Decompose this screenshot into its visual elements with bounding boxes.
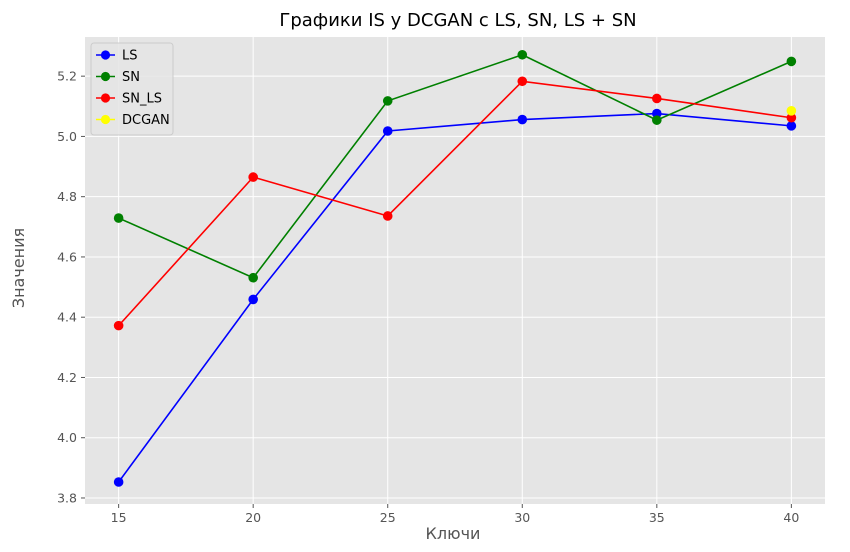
y-tick-label: 4.2 — [57, 370, 77, 385]
legend-label: DCGAN — [122, 113, 170, 128]
data-point-sn — [786, 56, 797, 67]
legend-item: LS — [96, 49, 138, 64]
data-point-ls — [248, 294, 258, 305]
data-point-sn — [382, 96, 393, 106]
series-dcgan — [786, 106, 797, 116]
legend-box — [90, 42, 174, 136]
data-point-ls — [652, 108, 662, 119]
series-layer — [113, 49, 797, 487]
y-tick-label: 4.6 — [57, 249, 77, 264]
y-tick-label: 3.8 — [57, 490, 77, 505]
data-point-ls — [517, 114, 528, 125]
y-axis-label: Значения — [9, 228, 28, 308]
y-tick-label: 4.4 — [57, 310, 77, 325]
series-line-sn-ls — [118, 80, 792, 327]
legend-label: SN — [122, 70, 140, 85]
series-line-sn — [118, 53, 792, 279]
y-tick-label: 4.0 — [57, 430, 77, 445]
data-point-sn-ls — [382, 211, 393, 221]
legend-label: LS — [122, 49, 138, 64]
data-point-sn — [517, 49, 528, 60]
legend-item: SN — [96, 70, 140, 85]
y-tick-label: 4.8 — [57, 189, 77, 204]
x-tick-label: 25 — [380, 510, 396, 525]
tick-labels: 3.8 4.0 4.2 4.4 4.6 4.8 5.0 5.2 15 20 25 30 35 40 — [57, 69, 799, 525]
data-point-sn-ls — [786, 112, 797, 123]
legend: LS SN SN_LS DCGAN — [90, 42, 174, 136]
data-point-sn — [652, 115, 662, 125]
x-tick-label: 35 — [649, 510, 665, 525]
y-tick-label: 5.0 — [57, 129, 77, 144]
data-point-sn-ls — [248, 172, 258, 182]
legend-marker — [100, 93, 111, 103]
series-line-ls — [117, 112, 792, 483]
data-point-dcgan — [786, 106, 797, 116]
x-tick-label: 20 — [245, 510, 261, 525]
chart-title: Графики IS у DCGAN с LS, SN, LS + SN — [279, 10, 636, 31]
legend-marker — [100, 71, 111, 82]
x-tick-label: 15 — [111, 510, 127, 525]
data-point-ls — [382, 126, 393, 136]
data-point-ls — [786, 121, 797, 131]
x-axis-label: Ключи — [426, 524, 481, 543]
data-point-sn-ls — [113, 320, 124, 331]
legend-label: SN_LS — [122, 92, 162, 107]
data-point-sn-ls — [652, 93, 662, 104]
series-sn-ls — [113, 76, 797, 331]
data-point-sn-ls — [517, 76, 528, 87]
data-point-ls — [113, 477, 124, 487]
x-tick-label: 30 — [514, 510, 530, 525]
data-point-sn — [113, 213, 124, 223]
series-ls — [113, 108, 797, 487]
legend-marker — [100, 114, 111, 125]
x-tick-label: 40 — [783, 510, 799, 525]
data-point-sn — [248, 272, 258, 283]
legend-item: DCGAN — [96, 113, 170, 128]
legend-item: SN_LS — [96, 92, 162, 107]
series-sn — [113, 49, 797, 283]
legend-marker — [100, 50, 111, 60]
plot-area — [85, 37, 825, 504]
y-tick-label: 5.2 — [57, 69, 77, 84]
